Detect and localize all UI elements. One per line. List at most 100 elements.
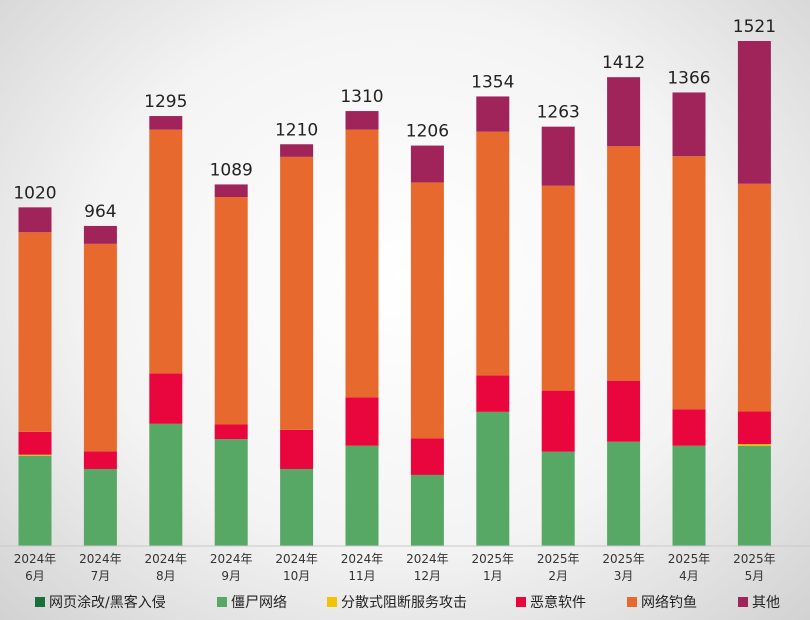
bar-segment-4-7 xyxy=(476,131,510,376)
x-tick-label-6-1: 12月 xyxy=(414,569,441,583)
bar-segment-4-8 xyxy=(541,185,575,391)
bar-segment-1-8 xyxy=(541,451,575,546)
bar-segment-3-7 xyxy=(476,375,510,412)
bar-segment-5-2 xyxy=(149,116,183,130)
bar-segment-4-4 xyxy=(280,156,314,430)
bar-segment-1-10 xyxy=(672,445,706,546)
x-tick-label-10-0: 2025年 xyxy=(668,552,711,566)
x-tick-label-11-0: 2025年 xyxy=(733,552,776,566)
x-tick-label-2-0: 2024年 xyxy=(145,552,188,566)
bar-segment-1-1 xyxy=(83,468,117,546)
x-tick-label-4-1: 10月 xyxy=(283,569,310,583)
bar-segment-4-6 xyxy=(410,182,444,439)
x-tick-label-11-1: 5月 xyxy=(745,569,765,583)
bar-segment-5-11 xyxy=(737,41,771,184)
bar-segment-3-6 xyxy=(410,438,444,475)
x-tick-label-1-0: 2024年 xyxy=(79,552,122,566)
bar-segment-5-10 xyxy=(672,92,706,157)
total-label-8: 1263 xyxy=(537,103,580,123)
total-label-6: 1206 xyxy=(406,122,449,142)
bar-segment-5-8 xyxy=(541,126,575,186)
bar-segment-1-9 xyxy=(607,441,641,546)
bar-segment-1-7 xyxy=(476,411,510,546)
bar-segment-4-10 xyxy=(672,156,706,410)
legend-label-1: 僵尸网络 xyxy=(231,595,287,611)
total-label-3: 1089 xyxy=(210,160,253,180)
x-tick-label-2-1: 8月 xyxy=(156,569,176,583)
bar-segment-1-11 xyxy=(737,445,771,546)
bar-segment-3-4 xyxy=(280,429,314,469)
total-label-2: 1295 xyxy=(144,92,187,112)
legend-swatch-5 xyxy=(738,597,748,607)
legend-swatch-3 xyxy=(516,597,526,607)
bar-segment-5-5 xyxy=(345,111,379,130)
bar-segment-2-11 xyxy=(737,444,771,446)
bar-segment-4-5 xyxy=(345,129,379,398)
x-tick-label-3-1: 9月 xyxy=(221,569,241,583)
bar-segment-5-0 xyxy=(18,207,52,233)
legend-swatch-4 xyxy=(627,597,637,607)
legend-swatch-1 xyxy=(217,597,227,607)
x-tick-label-1-1: 7月 xyxy=(91,569,111,583)
x-tick-label-7-1: 1月 xyxy=(483,569,503,583)
total-label-9: 1412 xyxy=(602,53,645,73)
x-tick-label-4-0: 2024年 xyxy=(275,552,318,566)
total-label-10: 1366 xyxy=(667,68,710,88)
bar-segment-3-2 xyxy=(149,373,183,424)
legend-label-0: 网页涂改/黑客入侵 xyxy=(49,594,166,611)
legend-label-5: 其他 xyxy=(752,595,780,611)
bar-segment-5-6 xyxy=(410,145,444,183)
bar-segment-5-9 xyxy=(607,77,641,147)
bar-segment-1-0 xyxy=(18,455,52,546)
bar-segment-1-5 xyxy=(345,445,379,546)
total-label-7: 1354 xyxy=(471,72,514,92)
total-label-1: 964 xyxy=(84,202,116,222)
bar-segment-5-1 xyxy=(83,225,117,244)
bar-segment-4-3 xyxy=(214,197,248,425)
bar-segment-1-3 xyxy=(214,439,248,546)
legend-swatch-2 xyxy=(327,597,337,607)
bar-segment-1-4 xyxy=(280,468,314,546)
x-tick-label-8-1: 2月 xyxy=(548,569,568,583)
total-label-0: 1020 xyxy=(13,183,56,203)
labels-layer: 1020 2024年 6月 964 2024年 7月 1295 2024年 8月 1089 2024… xyxy=(13,17,776,583)
bar-segment-5-4 xyxy=(280,144,314,157)
bar-segment-5-3 xyxy=(214,184,248,198)
bar-segment-4-0 xyxy=(18,232,52,432)
bar-segment-5-7 xyxy=(476,96,510,132)
x-tick-label-6-0: 2024年 xyxy=(406,552,449,566)
x-tick-label-10-1: 4月 xyxy=(679,569,699,583)
bar-segment-1-6 xyxy=(410,474,444,546)
x-tick-label-3-0: 2024年 xyxy=(210,552,253,566)
x-tick-label-7-0: 2025年 xyxy=(472,552,515,566)
legend-label-2: 分散式阻断服务攻击 xyxy=(341,595,467,611)
bar-segment-3-1 xyxy=(83,451,117,469)
bar-segment-3-3 xyxy=(214,424,248,440)
bar-segment-3-11 xyxy=(737,411,771,445)
legend: 网页涂改/黑客入侵 僵尸网络 分散式阻断服务攻击 恶意软件 网络钓鱼 其他 xyxy=(35,594,780,611)
x-tick-label-0-1: 6月 xyxy=(25,569,45,583)
x-tick-label-8-0: 2025年 xyxy=(537,552,580,566)
bar-segment-3-5 xyxy=(345,397,379,446)
bars-layer xyxy=(18,41,771,546)
bar-segment-2-0 xyxy=(18,454,52,456)
bar-segment-1-2 xyxy=(149,423,183,546)
bar-segment-4-2 xyxy=(149,129,183,374)
bar-segment-4-1 xyxy=(83,243,117,452)
total-label-4: 1210 xyxy=(275,120,318,140)
bar-segment-4-11 xyxy=(737,183,771,412)
legend-swatch-0 xyxy=(35,597,45,607)
x-tick-label-5-0: 2024年 xyxy=(341,552,384,566)
x-tick-label-5-1: 11月 xyxy=(348,569,375,583)
x-tick-label-9-1: 3月 xyxy=(614,569,634,583)
legend-label-3: 恶意软件 xyxy=(530,594,586,611)
bar-segment-4-9 xyxy=(607,146,641,381)
bar-segment-3-9 xyxy=(607,380,641,442)
bar-segment-3-8 xyxy=(541,390,575,452)
total-label-11: 1521 xyxy=(733,17,776,37)
bar-segment-3-0 xyxy=(18,431,52,455)
total-label-5: 1310 xyxy=(340,87,383,107)
x-tick-label-9-0: 2025年 xyxy=(602,552,645,566)
